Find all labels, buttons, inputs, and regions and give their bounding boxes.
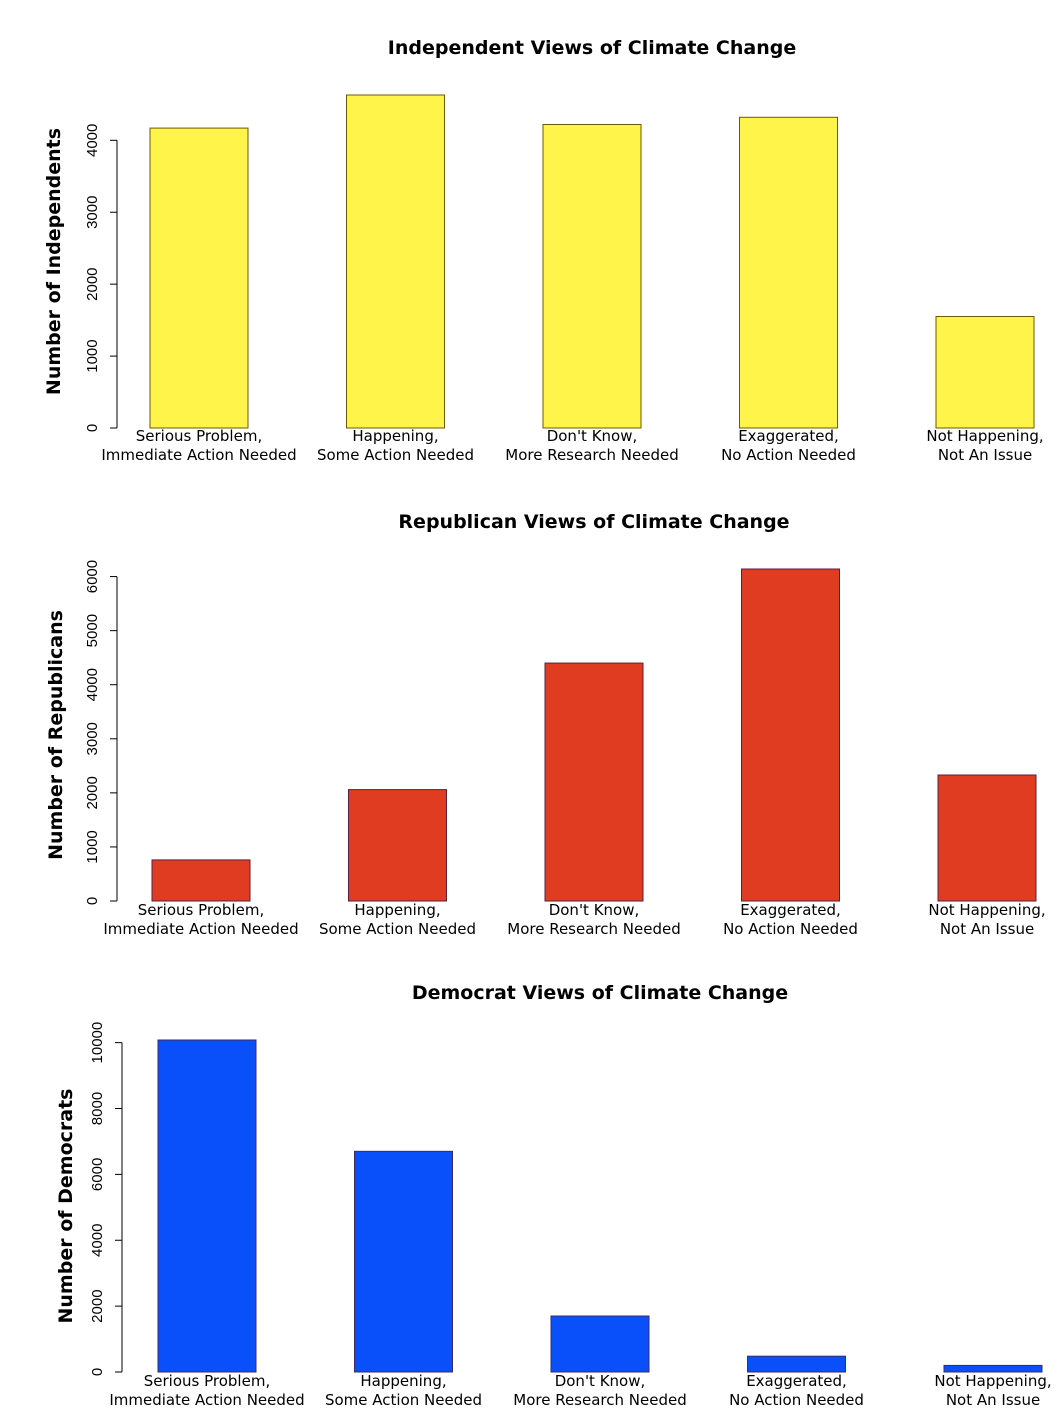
y-tick-label: 3000 bbox=[84, 722, 101, 755]
x-category-label: No Action Needed bbox=[721, 446, 856, 464]
y-tick-label: 5000 bbox=[84, 614, 101, 647]
x-category-label: Serious Problem, bbox=[138, 901, 264, 919]
bar bbox=[544, 662, 644, 902]
x-category-label: Not An Issue bbox=[938, 446, 1032, 464]
x-category-label: Not An Issue bbox=[940, 920, 1034, 938]
bar bbox=[149, 127, 249, 429]
x-category-label: Not Happening, bbox=[934, 1372, 1051, 1390]
chart-title: Democrat Views of Climate Change bbox=[412, 982, 788, 1004]
chart-title: Republican Views of Climate Change bbox=[398, 511, 789, 533]
y-axis-label: Number of Independents bbox=[43, 128, 65, 395]
x-category-label: Don't Know, bbox=[547, 427, 638, 445]
y-tick-label: 4000 bbox=[84, 668, 101, 701]
bar bbox=[354, 1150, 453, 1373]
chart-title: Independent Views of Climate Change bbox=[388, 37, 796, 59]
x-category-label: Some Action Needed bbox=[317, 446, 474, 464]
y-axis-label: Number of Democrats bbox=[55, 1089, 77, 1324]
bar bbox=[739, 116, 838, 429]
y-tick-label: 6000 bbox=[89, 1158, 106, 1191]
bar bbox=[741, 568, 840, 902]
y-tick-label: 0 bbox=[89, 1368, 106, 1376]
x-category-label: Not Happening, bbox=[928, 901, 1045, 919]
y-tick-label: 6000 bbox=[84, 560, 101, 593]
bar bbox=[550, 1315, 650, 1373]
x-category-label: Some Action Needed bbox=[319, 920, 476, 938]
x-category-label: Serious Problem, bbox=[144, 1372, 270, 1390]
x-category-label: Happening, bbox=[352, 427, 438, 445]
y-tick-label: 2000 bbox=[84, 267, 101, 300]
bar bbox=[151, 859, 251, 902]
x-category-label: Not Happening, bbox=[926, 427, 1043, 445]
x-category-label: Immediate Action Needed bbox=[109, 1391, 304, 1409]
x-category-label: No Action Needed bbox=[729, 1391, 864, 1409]
x-category-label: Exaggerated, bbox=[738, 427, 839, 445]
y-tick-label: 8000 bbox=[89, 1092, 106, 1125]
bar bbox=[346, 94, 445, 429]
bar bbox=[943, 1364, 1043, 1373]
y-tick-label: 4000 bbox=[84, 124, 101, 157]
y-tick-label: 1000 bbox=[84, 830, 101, 863]
x-category-label: Happening, bbox=[360, 1372, 446, 1390]
y-tick-label: 10000 bbox=[89, 1022, 106, 1064]
bar bbox=[935, 316, 1035, 429]
x-category-label: More Research Needed bbox=[507, 920, 680, 938]
x-category-label: Immediate Action Needed bbox=[103, 920, 298, 938]
y-axis-label: Number of Republicans bbox=[45, 610, 67, 860]
bar bbox=[542, 123, 642, 429]
y-tick-label: 0 bbox=[84, 897, 101, 905]
bar bbox=[157, 1039, 257, 1373]
y-tick-label: 0 bbox=[84, 424, 101, 432]
x-category-label: Happening, bbox=[354, 901, 440, 919]
x-category-label: Not An Issue bbox=[946, 1391, 1040, 1409]
x-category-label: Exaggerated, bbox=[746, 1372, 847, 1390]
x-category-label: Exaggerated, bbox=[740, 901, 841, 919]
bar bbox=[747, 1355, 846, 1373]
x-category-label: Don't Know, bbox=[549, 901, 640, 919]
bar bbox=[937, 774, 1037, 902]
x-category-label: More Research Needed bbox=[505, 446, 678, 464]
x-category-label: Don't Know, bbox=[555, 1372, 646, 1390]
x-category-label: Serious Problem, bbox=[136, 427, 262, 445]
y-tick-label: 2000 bbox=[89, 1289, 106, 1322]
y-tick-label: 4000 bbox=[89, 1224, 106, 1257]
y-tick-label: 2000 bbox=[84, 776, 101, 809]
x-category-label: Some Action Needed bbox=[325, 1391, 482, 1409]
y-tick-label: 1000 bbox=[84, 339, 101, 372]
x-category-label: More Research Needed bbox=[513, 1391, 686, 1409]
y-tick-label: 3000 bbox=[84, 196, 101, 229]
x-category-label: No Action Needed bbox=[723, 920, 858, 938]
x-category-label: Immediate Action Needed bbox=[101, 446, 296, 464]
bar bbox=[348, 789, 447, 902]
